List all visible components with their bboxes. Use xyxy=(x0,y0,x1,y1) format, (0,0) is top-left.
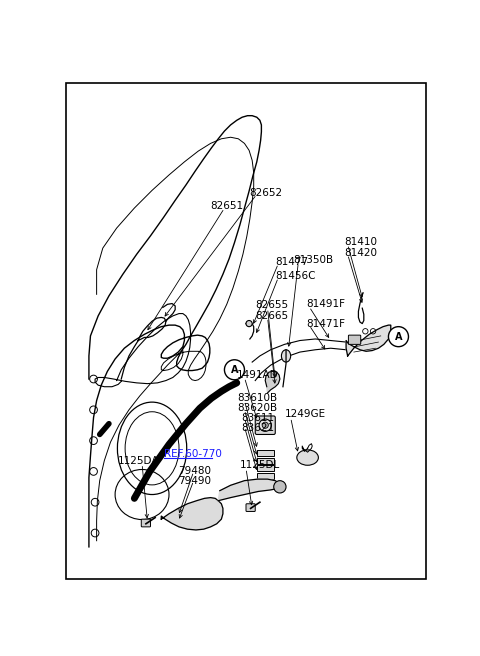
Polygon shape xyxy=(346,325,391,356)
Circle shape xyxy=(388,327,408,346)
Text: 83611: 83611 xyxy=(241,413,275,422)
Text: 1125DL: 1125DL xyxy=(240,461,280,470)
Text: 83610B: 83610B xyxy=(237,393,277,403)
Text: 79490: 79490 xyxy=(178,476,211,487)
Ellipse shape xyxy=(297,450,318,465)
Text: 81491F: 81491F xyxy=(306,298,345,308)
Text: 81471F: 81471F xyxy=(306,319,345,329)
Text: 1491AD: 1491AD xyxy=(237,370,278,380)
FancyBboxPatch shape xyxy=(255,416,275,434)
Text: 81477: 81477 xyxy=(275,257,308,267)
Bar xyxy=(257,458,274,464)
Bar xyxy=(257,473,274,479)
Bar xyxy=(257,450,274,456)
Ellipse shape xyxy=(281,350,291,362)
Text: 81410: 81410 xyxy=(345,237,378,247)
Text: 82655: 82655 xyxy=(255,300,288,310)
Text: 82665: 82665 xyxy=(255,311,288,321)
Polygon shape xyxy=(161,498,223,530)
FancyBboxPatch shape xyxy=(246,504,255,512)
Polygon shape xyxy=(265,371,280,393)
Text: 83620B: 83620B xyxy=(237,403,277,413)
Circle shape xyxy=(259,419,271,432)
Text: 79480: 79480 xyxy=(178,466,211,476)
Text: 81350B: 81350B xyxy=(294,255,334,264)
Text: 83621: 83621 xyxy=(241,422,275,432)
Circle shape xyxy=(262,422,268,428)
Circle shape xyxy=(274,481,286,493)
FancyBboxPatch shape xyxy=(141,519,151,527)
Circle shape xyxy=(225,359,244,380)
Bar xyxy=(257,465,274,472)
FancyBboxPatch shape xyxy=(348,335,361,344)
Text: 82651: 82651 xyxy=(211,201,244,211)
Text: 1125DA: 1125DA xyxy=(118,457,160,466)
Text: A: A xyxy=(395,332,402,342)
Circle shape xyxy=(246,321,252,327)
Text: 81456C: 81456C xyxy=(275,271,316,281)
Text: 82652: 82652 xyxy=(249,188,282,197)
Text: 1249GE: 1249GE xyxy=(285,409,325,419)
Text: 81420: 81420 xyxy=(345,248,378,258)
Polygon shape xyxy=(218,479,281,501)
Text: A: A xyxy=(231,365,238,375)
Text: REF.60-770: REF.60-770 xyxy=(164,449,222,459)
